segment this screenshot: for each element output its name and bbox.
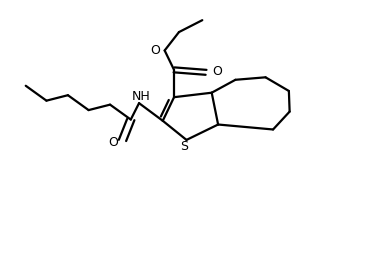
- Text: NH: NH: [131, 90, 150, 103]
- Text: S: S: [181, 140, 189, 153]
- Text: O: O: [212, 65, 222, 78]
- Text: O: O: [108, 136, 118, 149]
- Text: O: O: [150, 44, 160, 57]
